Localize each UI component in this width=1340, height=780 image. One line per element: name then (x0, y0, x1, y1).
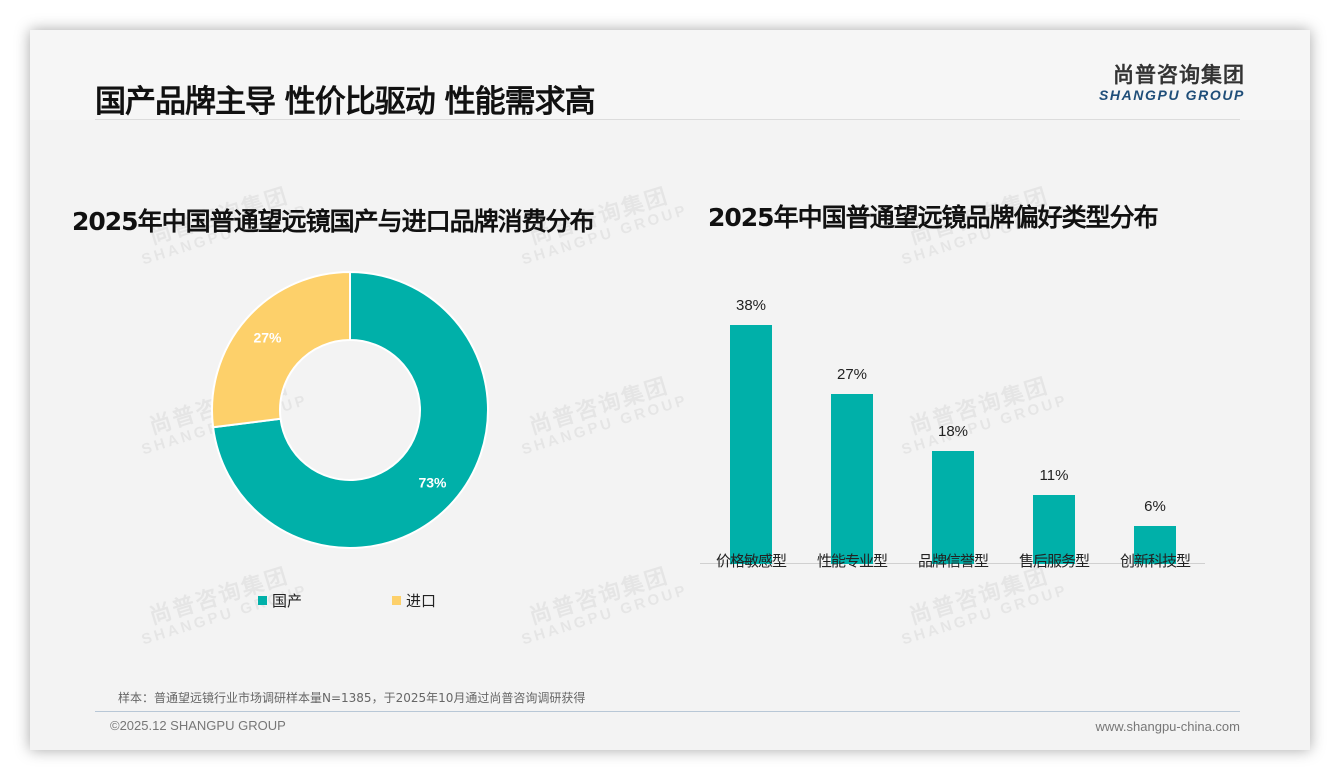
legend-item-domestic: 国产 (258, 590, 302, 611)
bar-value-label: 6% (1144, 498, 1166, 516)
bar-chart-title: 2025年中国普通望远镜品牌偏好类型分布 (708, 203, 1159, 232)
legend-label: 国产 (272, 593, 303, 610)
donut-chart: 73% 27% (210, 270, 490, 550)
slide: 尚普咨询集团 SHANGPU GROUP 尚普咨询集团 SHANGPU GROUP … (30, 30, 1310, 750)
legend-label: 进口 (406, 593, 437, 610)
bar-category-label: 品牌信誉型 (917, 552, 989, 570)
bar-value-label: 27% (836, 365, 868, 383)
donut-label: 73% (418, 475, 447, 491)
bar-value-label: 11% (1039, 466, 1069, 484)
bar-category-label: 性能专业型 (816, 552, 888, 570)
bar-chart: 38% 27% 18% 11% 6% (700, 260, 1230, 580)
bar-value-label: 38% (735, 296, 767, 314)
bar-category-label: 售后服务型 (1018, 552, 1090, 570)
donut-chart-title: 2025年中国普通望远镜国产与进口品牌消费分布 (72, 207, 595, 236)
footer-divider (95, 711, 1240, 712)
bar-value-label: 18% (937, 422, 969, 440)
header-band (30, 30, 1310, 120)
legend-swatch-yellow (392, 596, 401, 605)
bar-category-label: 价格敏感型 (715, 552, 787, 570)
donut-label: 27% (253, 329, 282, 345)
donut-slice-0 (211, 270, 489, 549)
sample-note: 样本：普通望远镜行业市场调研样本量N=1385，于2025年10月通过尚普咨询调… (118, 691, 586, 705)
donut-slice-1 (211, 270, 351, 429)
copyright: ©2025.12 SHANGPU GROUP (110, 718, 286, 733)
header-divider (95, 119, 1240, 120)
bar-category-label: 创新科技型 (1119, 552, 1191, 570)
website-link[interactable]: www.shangpu-china.com (1095, 719, 1240, 734)
logo-cn: 尚普咨询集团 (1113, 63, 1245, 87)
page-title: 国产品牌主导 性价比驱动 性能需求高 (95, 84, 596, 120)
logo: 尚普咨询集团 SHANGPU GROUP (1085, 63, 1245, 103)
bar-2 (932, 450, 974, 564)
legend-swatch-teal (258, 596, 267, 605)
bar-0 (730, 324, 772, 564)
donut-svg: 73% 27% (211, 270, 489, 549)
bar-1 (831, 393, 873, 564)
bar-4 (1134, 526, 1176, 564)
legend-item-import: 进口 (392, 590, 436, 611)
logo-en: SHANGPU GROUP (1098, 87, 1245, 103)
bar-3 (1033, 494, 1075, 564)
